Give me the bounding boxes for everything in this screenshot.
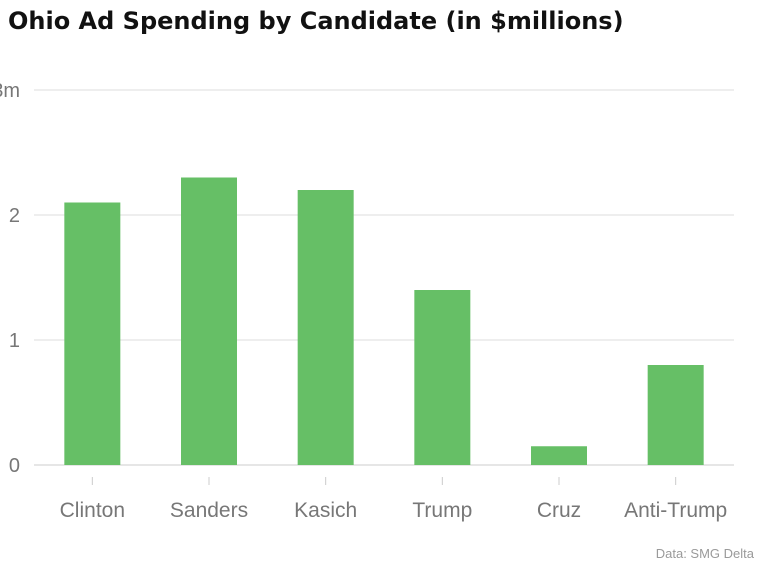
- bar-sanders: [181, 177, 237, 465]
- bar-kasich: [297, 190, 354, 465]
- x-tick-label: Sanders: [170, 499, 248, 522]
- y-tick-label: 2: [9, 205, 20, 227]
- x-tick-label: Kasich: [294, 499, 357, 522]
- bar-trump: [414, 290, 471, 465]
- x-tick-label: Clinton: [60, 499, 125, 522]
- x-tick-label: Anti-Trump: [624, 499, 727, 522]
- bar-cruz: [531, 446, 587, 465]
- bar-clinton: [64, 202, 121, 465]
- y-tick-label: 0: [9, 455, 20, 477]
- bars: [64, 177, 704, 465]
- chart-title: Ohio Ad Spending by Candidate (in $milli…: [8, 7, 624, 35]
- y-tick-label: 1: [9, 330, 20, 352]
- x-axis-ticks: Clinton Sanders Kasich Trump Cruz Anti-Trump: [60, 477, 727, 522]
- bar-anti-trump: [647, 365, 704, 465]
- x-tick-label: Cruz: [537, 499, 581, 522]
- gridlines: [34, 89, 734, 466]
- x-tick-label: Trump: [412, 499, 472, 522]
- data-source: Data: SMG Delta: [655, 546, 754, 561]
- y-axis-ticks: 0 1 2 3m: [0, 80, 20, 477]
- y-tick-label: 3m: [0, 80, 20, 102]
